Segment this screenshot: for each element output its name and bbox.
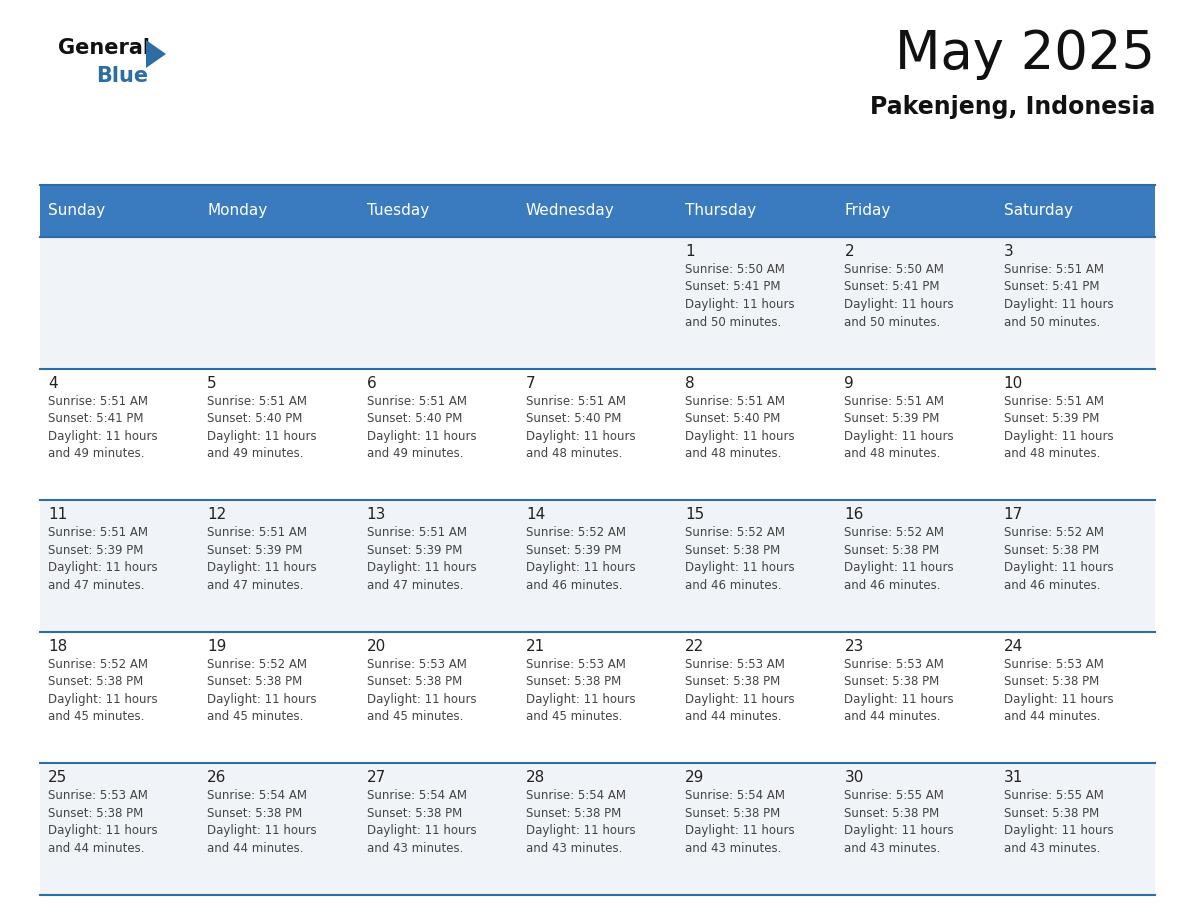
Bar [40, 632, 1155, 764]
Bar [677, 185, 836, 237]
Text: 24: 24 [1004, 639, 1023, 654]
Text: 11: 11 [48, 508, 68, 522]
Polygon shape [146, 40, 166, 68]
Text: Sunrise: 5:53 AM
Sunset: 5:38 PM
Daylight: 11 hours
and 44 minutes.: Sunrise: 5:53 AM Sunset: 5:38 PM Dayligh… [48, 789, 158, 855]
Text: 16: 16 [845, 508, 864, 522]
Text: Monday: Monday [207, 204, 267, 218]
Text: Sunrise: 5:55 AM
Sunset: 5:38 PM
Daylight: 11 hours
and 43 minutes.: Sunrise: 5:55 AM Sunset: 5:38 PM Dayligh… [845, 789, 954, 855]
Text: 30: 30 [845, 770, 864, 786]
Text: Sunrise: 5:51 AM
Sunset: 5:41 PM
Daylight: 11 hours
and 49 minutes.: Sunrise: 5:51 AM Sunset: 5:41 PM Dayligh… [48, 395, 158, 460]
Text: Sunrise: 5:54 AM
Sunset: 5:38 PM
Daylight: 11 hours
and 43 minutes.: Sunrise: 5:54 AM Sunset: 5:38 PM Dayligh… [685, 789, 795, 855]
Text: 17: 17 [1004, 508, 1023, 522]
Bar [40, 500, 1155, 632]
Bar [40, 237, 1155, 369]
Text: Sunrise: 5:52 AM
Sunset: 5:38 PM
Daylight: 11 hours
and 46 minutes.: Sunrise: 5:52 AM Sunset: 5:38 PM Dayligh… [685, 526, 795, 592]
Text: 2: 2 [845, 244, 854, 259]
Text: 18: 18 [48, 639, 68, 654]
Text: 5: 5 [207, 375, 217, 390]
Text: 13: 13 [367, 508, 386, 522]
Text: Sunrise: 5:53 AM
Sunset: 5:38 PM
Daylight: 11 hours
and 45 minutes.: Sunrise: 5:53 AM Sunset: 5:38 PM Dayligh… [526, 658, 636, 723]
Text: 29: 29 [685, 770, 704, 786]
Text: Wednesday: Wednesday [526, 204, 614, 218]
Text: 15: 15 [685, 508, 704, 522]
Text: Sunrise: 5:52 AM
Sunset: 5:38 PM
Daylight: 11 hours
and 46 minutes.: Sunrise: 5:52 AM Sunset: 5:38 PM Dayligh… [1004, 526, 1113, 592]
Text: Sunrise: 5:51 AM
Sunset: 5:39 PM
Daylight: 11 hours
and 47 minutes.: Sunrise: 5:51 AM Sunset: 5:39 PM Dayligh… [207, 526, 317, 592]
Text: 31: 31 [1004, 770, 1023, 786]
Text: Tuesday: Tuesday [367, 204, 429, 218]
Text: 6: 6 [367, 375, 377, 390]
Text: 19: 19 [207, 639, 227, 654]
Text: May 2025: May 2025 [895, 28, 1155, 80]
Text: 26: 26 [207, 770, 227, 786]
Bar [836, 185, 996, 237]
Text: Sunday: Sunday [48, 204, 105, 218]
Text: Sunrise: 5:53 AM
Sunset: 5:38 PM
Daylight: 11 hours
and 45 minutes.: Sunrise: 5:53 AM Sunset: 5:38 PM Dayligh… [367, 658, 476, 723]
Bar [200, 185, 359, 237]
Text: Sunrise: 5:55 AM
Sunset: 5:38 PM
Daylight: 11 hours
and 43 minutes.: Sunrise: 5:55 AM Sunset: 5:38 PM Dayligh… [1004, 789, 1113, 855]
Text: Pakenjeng, Indonesia: Pakenjeng, Indonesia [870, 95, 1155, 119]
Bar [40, 369, 1155, 500]
Text: Sunrise: 5:51 AM
Sunset: 5:40 PM
Daylight: 11 hours
and 48 minutes.: Sunrise: 5:51 AM Sunset: 5:40 PM Dayligh… [526, 395, 636, 460]
Text: Sunrise: 5:54 AM
Sunset: 5:38 PM
Daylight: 11 hours
and 44 minutes.: Sunrise: 5:54 AM Sunset: 5:38 PM Dayligh… [207, 789, 317, 855]
Bar [40, 764, 1155, 895]
Text: 23: 23 [845, 639, 864, 654]
Bar [40, 185, 200, 237]
Text: 12: 12 [207, 508, 227, 522]
Text: 14: 14 [526, 508, 545, 522]
Text: Sunrise: 5:51 AM
Sunset: 5:39 PM
Daylight: 11 hours
and 48 minutes.: Sunrise: 5:51 AM Sunset: 5:39 PM Dayligh… [845, 395, 954, 460]
Text: 7: 7 [526, 375, 536, 390]
Text: Sunrise: 5:51 AM
Sunset: 5:39 PM
Daylight: 11 hours
and 48 minutes.: Sunrise: 5:51 AM Sunset: 5:39 PM Dayligh… [1004, 395, 1113, 460]
Text: Sunrise: 5:52 AM
Sunset: 5:38 PM
Daylight: 11 hours
and 45 minutes.: Sunrise: 5:52 AM Sunset: 5:38 PM Dayligh… [207, 658, 317, 723]
Text: 20: 20 [367, 639, 386, 654]
Text: Sunrise: 5:53 AM
Sunset: 5:38 PM
Daylight: 11 hours
and 44 minutes.: Sunrise: 5:53 AM Sunset: 5:38 PM Dayligh… [845, 658, 954, 723]
Text: 27: 27 [367, 770, 386, 786]
Text: Friday: Friday [845, 204, 891, 218]
Bar [359, 185, 518, 237]
Text: 21: 21 [526, 639, 545, 654]
Text: 28: 28 [526, 770, 545, 786]
Text: Sunrise: 5:50 AM
Sunset: 5:41 PM
Daylight: 11 hours
and 50 minutes.: Sunrise: 5:50 AM Sunset: 5:41 PM Dayligh… [845, 263, 954, 329]
Text: Sunrise: 5:54 AM
Sunset: 5:38 PM
Daylight: 11 hours
and 43 minutes.: Sunrise: 5:54 AM Sunset: 5:38 PM Dayligh… [526, 789, 636, 855]
Text: Sunrise: 5:50 AM
Sunset: 5:41 PM
Daylight: 11 hours
and 50 minutes.: Sunrise: 5:50 AM Sunset: 5:41 PM Dayligh… [685, 263, 795, 329]
Text: 3: 3 [1004, 244, 1013, 259]
Text: General: General [58, 38, 150, 58]
Text: Sunrise: 5:51 AM
Sunset: 5:41 PM
Daylight: 11 hours
and 50 minutes.: Sunrise: 5:51 AM Sunset: 5:41 PM Dayligh… [1004, 263, 1113, 329]
Text: 1: 1 [685, 244, 695, 259]
Text: Sunrise: 5:53 AM
Sunset: 5:38 PM
Daylight: 11 hours
and 44 minutes.: Sunrise: 5:53 AM Sunset: 5:38 PM Dayligh… [1004, 658, 1113, 723]
Text: Saturday: Saturday [1004, 204, 1073, 218]
Text: Sunrise: 5:52 AM
Sunset: 5:39 PM
Daylight: 11 hours
and 46 minutes.: Sunrise: 5:52 AM Sunset: 5:39 PM Dayligh… [526, 526, 636, 592]
Text: Sunrise: 5:53 AM
Sunset: 5:38 PM
Daylight: 11 hours
and 44 minutes.: Sunrise: 5:53 AM Sunset: 5:38 PM Dayligh… [685, 658, 795, 723]
Text: 25: 25 [48, 770, 68, 786]
Bar [996, 185, 1155, 237]
Text: Blue: Blue [96, 66, 148, 86]
Text: 4: 4 [48, 375, 58, 390]
Text: Sunrise: 5:51 AM
Sunset: 5:40 PM
Daylight: 11 hours
and 49 minutes.: Sunrise: 5:51 AM Sunset: 5:40 PM Dayligh… [207, 395, 317, 460]
Text: 22: 22 [685, 639, 704, 654]
Text: Sunrise: 5:54 AM
Sunset: 5:38 PM
Daylight: 11 hours
and 43 minutes.: Sunrise: 5:54 AM Sunset: 5:38 PM Dayligh… [367, 789, 476, 855]
Text: Sunrise: 5:51 AM
Sunset: 5:40 PM
Daylight: 11 hours
and 49 minutes.: Sunrise: 5:51 AM Sunset: 5:40 PM Dayligh… [367, 395, 476, 460]
Text: 10: 10 [1004, 375, 1023, 390]
Text: Sunrise: 5:52 AM
Sunset: 5:38 PM
Daylight: 11 hours
and 45 minutes.: Sunrise: 5:52 AM Sunset: 5:38 PM Dayligh… [48, 658, 158, 723]
Text: Thursday: Thursday [685, 204, 757, 218]
Text: Sunrise: 5:51 AM
Sunset: 5:40 PM
Daylight: 11 hours
and 48 minutes.: Sunrise: 5:51 AM Sunset: 5:40 PM Dayligh… [685, 395, 795, 460]
Text: 8: 8 [685, 375, 695, 390]
Bar [518, 185, 677, 237]
Text: 9: 9 [845, 375, 854, 390]
Text: Sunrise: 5:51 AM
Sunset: 5:39 PM
Daylight: 11 hours
and 47 minutes.: Sunrise: 5:51 AM Sunset: 5:39 PM Dayligh… [367, 526, 476, 592]
Text: Sunrise: 5:52 AM
Sunset: 5:38 PM
Daylight: 11 hours
and 46 minutes.: Sunrise: 5:52 AM Sunset: 5:38 PM Dayligh… [845, 526, 954, 592]
Text: Sunrise: 5:51 AM
Sunset: 5:39 PM
Daylight: 11 hours
and 47 minutes.: Sunrise: 5:51 AM Sunset: 5:39 PM Dayligh… [48, 526, 158, 592]
